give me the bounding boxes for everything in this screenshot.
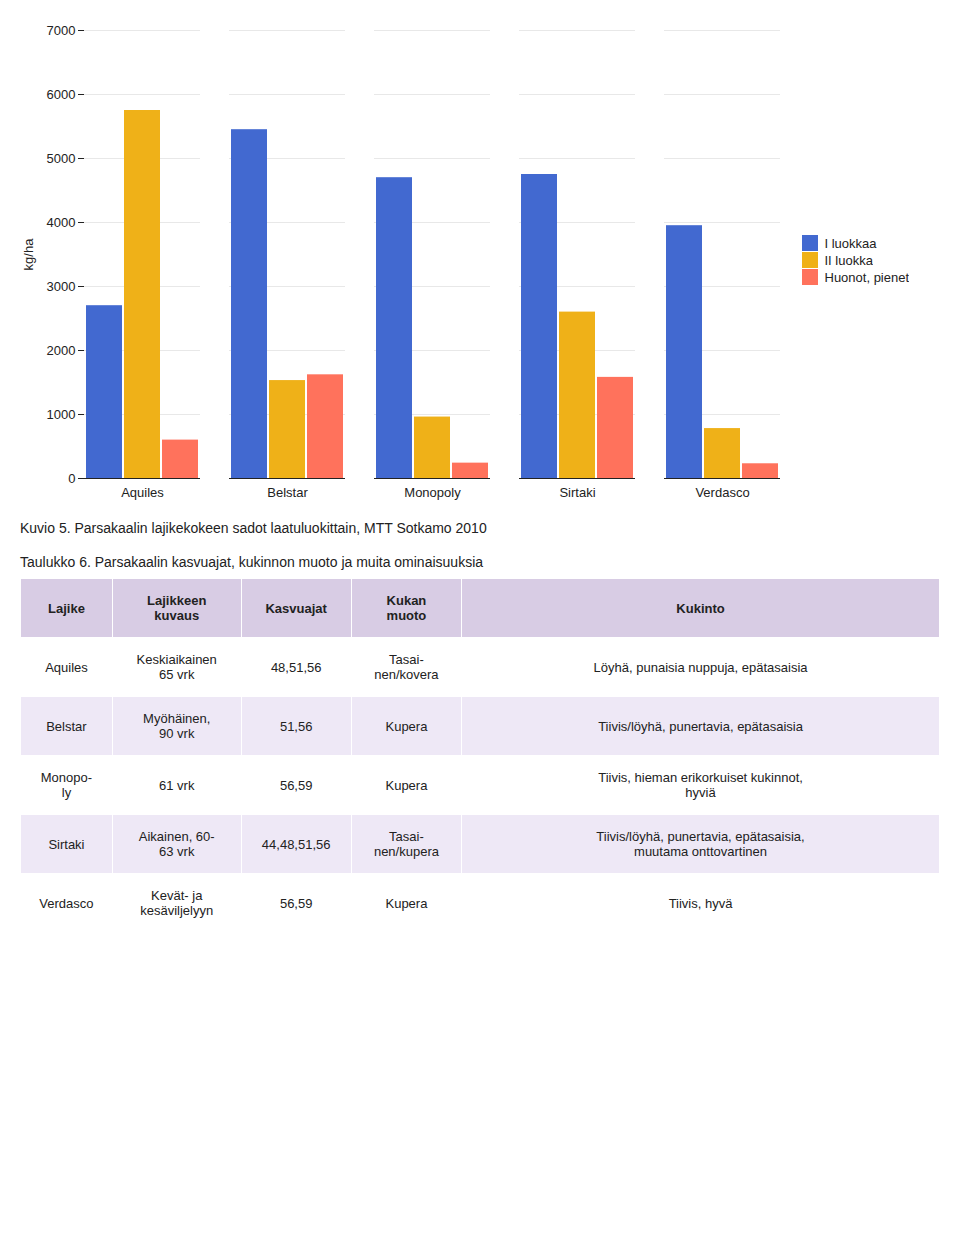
html-text:Kasvuajat: Kasvuajat xyxy=(265,600,327,616)
html-text:Kupera: Kupera xyxy=(385,718,428,734)
svg-text:4000: 4000 xyxy=(47,215,76,230)
html-text:Tiivis, hyvä: Tiivis, hyvä xyxy=(668,895,733,911)
html-text:Lajikkeen kuvaus: Lajikkeen kuvaus xyxy=(147,593,207,623)
html-text:Huonot, pienet: Huonot, pienet xyxy=(824,269,910,285)
html-text:Keskiaikainen 65 vrk: Keskiaikainen 65 vrk xyxy=(136,652,217,682)
svg-text:Verdasco: Verdasco xyxy=(695,485,749,500)
html-text:II luokka: II luokka xyxy=(824,252,873,268)
svg-text:Sirtaki: Sirtaki xyxy=(559,485,595,500)
html-text:56,59: 56,59 xyxy=(279,895,313,911)
svg-text:Aquiles: Aquiles xyxy=(121,485,164,500)
html-text:Monopo- ly: Monopo- ly xyxy=(40,770,93,800)
html-text:56,59: 56,59 xyxy=(279,777,313,793)
html-text:61 vrk: 61 vrk xyxy=(159,777,195,793)
html-text:51,56: 51,56 xyxy=(279,718,313,734)
svg-text:2000: 2000 xyxy=(47,343,76,358)
html-text:Tiivis/löyhä, punertavia, epät: Tiivis/löyhä, punertavia, epätasaisia xyxy=(598,718,803,734)
svg-text:3000: 3000 xyxy=(47,279,76,294)
svg-text:kg/ha: kg/ha xyxy=(21,238,36,271)
html-text:Myöhäinen, 90 vrk: Myöhäinen, 90 vrk xyxy=(143,711,211,741)
html-text:Sirtaki: Sirtaki xyxy=(48,836,85,852)
html-text:Löyhä, punaisia nuppuja, epäta: Löyhä, punaisia nuppuja, epätasaisia xyxy=(593,659,808,675)
html-text:Aquiles: Aquiles xyxy=(45,659,88,675)
html-text:Taulukko 6. Parsakaalin kasvua: Taulukko 6. Parsakaalin kasvuajat, kukin… xyxy=(20,554,483,570)
svg-text:6000: 6000 xyxy=(47,87,76,102)
html-text:I luokkaa: I luokkaa xyxy=(824,235,877,251)
svg-text:Monopoly: Monopoly xyxy=(404,485,461,500)
html-text:48,51,56: 48,51,56 xyxy=(270,659,322,675)
html-text:Tiivis/löyhä, punertavia, epät: Tiivis/löyhä, punertavia, epätasaisia, m… xyxy=(596,829,805,859)
html-text:Tasai- nen/kupera: Tasai- nen/kupera xyxy=(373,829,439,859)
svg-text:5000: 5000 xyxy=(47,151,76,166)
html-text:Verdasco: Verdasco xyxy=(39,895,94,911)
html-text:Aikainen, 60- 63 vrk: Aikainen, 60- 63 vrk xyxy=(138,829,215,859)
html-text:Tasai- nen/kovera: Tasai- nen/kovera xyxy=(374,652,439,682)
html-text:Kupera: Kupera xyxy=(385,777,428,793)
html-text:Kuvio 5. Parsakaalin lajikekok: Kuvio 5. Parsakaalin lajikekokeen sadot … xyxy=(20,520,487,536)
html-text:Kukinto: Kukinto xyxy=(676,600,725,616)
html-text:Kevät- ja kesäviljelyyn: Kevät- ja kesäviljelyyn xyxy=(140,888,214,918)
svg-text:Belstar: Belstar xyxy=(267,485,308,500)
html-text:44,48,51,56: 44,48,51,56 xyxy=(261,836,331,852)
html-text:Tiivis, hieman erikorkuiset ku: Tiivis, hieman erikorkuiset kukinnot, hy… xyxy=(598,770,803,800)
html-text:Lajike: Lajike xyxy=(48,600,85,616)
html-text:Kukan muoto: Kukan muoto xyxy=(386,593,427,623)
svg-text:1000: 1000 xyxy=(47,407,76,422)
html-text:Kupera: Kupera xyxy=(385,895,428,911)
svg-text:0: 0 xyxy=(68,471,75,486)
svg-text:7000: 7000 xyxy=(47,23,76,38)
html-text:Belstar: Belstar xyxy=(46,718,87,734)
